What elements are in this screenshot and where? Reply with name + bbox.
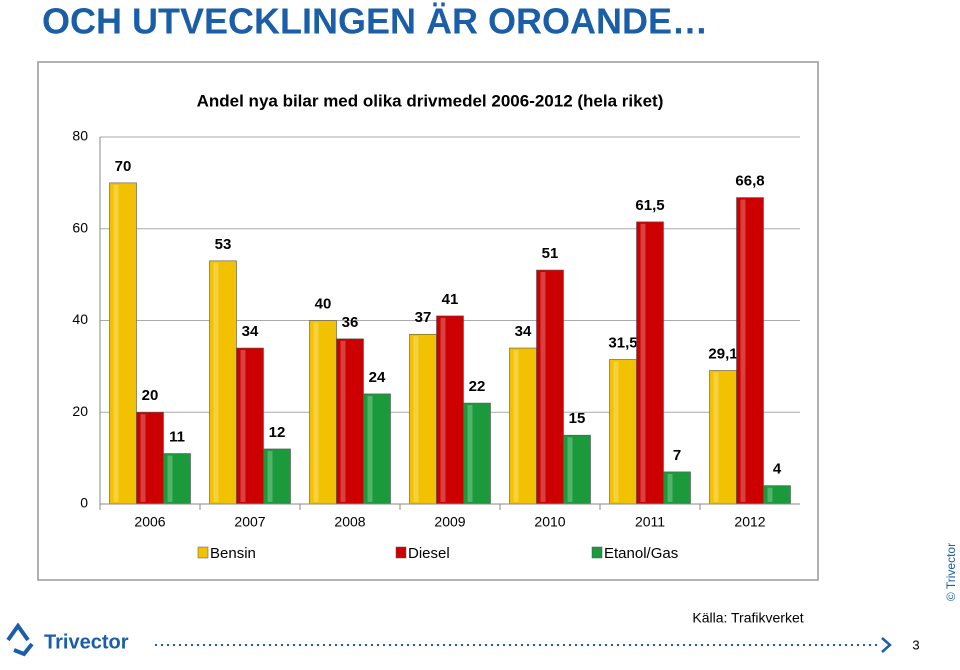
value-label: 70 [115, 158, 132, 175]
value-label: 22 [469, 378, 486, 395]
legend-label: Bensin [210, 545, 256, 562]
bar-highlight [667, 473, 673, 502]
y-tick-label: 0 [80, 495, 88, 511]
bar-highlight [213, 262, 219, 502]
y-tick-label: 20 [72, 403, 88, 419]
value-label: 66,8 [735, 173, 764, 190]
value-label: 37 [415, 309, 432, 326]
bar [236, 347, 264, 505]
bar-highlight [140, 414, 146, 502]
bar-highlight [613, 361, 619, 502]
x-tick-label: 2006 [134, 514, 165, 530]
x-tick-label: 2009 [434, 514, 465, 530]
bar [636, 221, 664, 505]
bar [463, 402, 491, 505]
source-note: Källa: Trafikverket [692, 610, 803, 626]
bar [263, 448, 291, 505]
value-label: 4 [773, 461, 782, 478]
bar [563, 434, 591, 505]
bar-highlight [240, 350, 246, 502]
bar [709, 370, 737, 505]
bar-highlight [313, 322, 319, 502]
bar-highlight [640, 223, 646, 502]
legend-swatch [197, 546, 209, 559]
legend-label: Diesel [408, 545, 450, 562]
legend-label: Etanol/Gas [604, 545, 678, 562]
bar-highlight [340, 340, 346, 502]
bar-highlight [740, 199, 746, 502]
value-label: 40 [315, 295, 332, 312]
value-label: 24 [369, 369, 386, 386]
x-tick-label: 2012 [734, 514, 765, 530]
value-label: 7 [673, 447, 681, 464]
value-label: 20 [142, 387, 159, 404]
bar [409, 333, 437, 505]
bar-highlight [513, 350, 519, 502]
bar [363, 393, 391, 505]
chart-title: Andel nya bilar med olika drivmedel 2006… [197, 91, 664, 110]
value-label: 12 [269, 424, 286, 441]
legend-swatch [395, 546, 407, 559]
value-label: 36 [342, 314, 359, 331]
bar-highlight [767, 487, 773, 502]
x-tick-label: 2008 [334, 514, 365, 530]
y-tick-label: 40 [72, 311, 88, 327]
copyright: © Trivector [944, 543, 958, 601]
bar [209, 260, 237, 505]
bar-highlight [413, 336, 419, 502]
bar [663, 471, 691, 505]
slide-title: OCH UTVECKLINGEN ÄR OROANDE… [42, 1, 708, 42]
bar [436, 315, 464, 505]
bar-highlight [267, 450, 273, 502]
bar-highlight [167, 455, 173, 502]
bar-highlight [540, 272, 546, 502]
bar-highlight [113, 184, 119, 502]
bar [336, 338, 364, 505]
bar-highlight [567, 437, 573, 502]
value-label: 34 [242, 323, 259, 340]
bar [109, 182, 137, 505]
bar [736, 197, 764, 505]
y-tick-label: 80 [72, 128, 88, 144]
bar [509, 347, 537, 505]
bar [309, 320, 337, 505]
value-label: 51 [542, 245, 559, 262]
bar-highlight [440, 317, 446, 502]
logo-text: Trivector [44, 631, 129, 653]
page-number: 3 [912, 637, 919, 652]
x-tick-label: 2007 [234, 514, 265, 530]
value-label: 34 [515, 323, 532, 340]
y-tick-label: 60 [72, 219, 88, 235]
value-label: 15 [569, 410, 586, 427]
value-label: 61,5 [635, 197, 664, 214]
x-tick-label: 2010 [534, 514, 565, 530]
value-label: 29,1 [708, 345, 737, 362]
value-label: 53 [215, 236, 232, 253]
bar-highlight [713, 372, 719, 502]
logo: Trivector [6, 622, 129, 657]
x-tick-label: 2011 [635, 514, 665, 530]
footer-arrow [881, 637, 892, 653]
bar-highlight [367, 395, 373, 502]
logo-icon [6, 622, 34, 657]
legend-swatch [591, 546, 603, 559]
value-label: 31,5 [608, 334, 637, 351]
value-label: 11 [169, 429, 185, 446]
bar [609, 359, 637, 505]
value-label: 41 [442, 291, 459, 308]
bar [536, 269, 564, 505]
bar-highlight [467, 405, 473, 502]
